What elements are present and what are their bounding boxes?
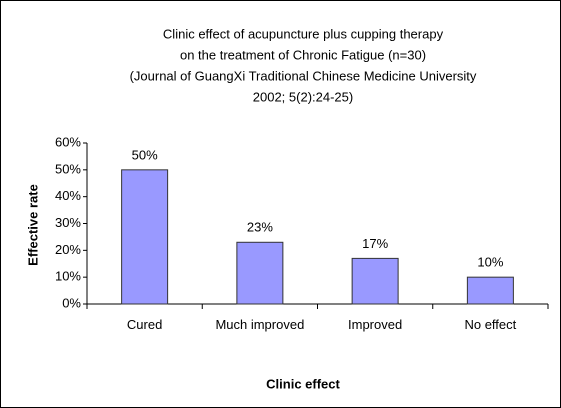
bar bbox=[121, 169, 169, 305]
bar bbox=[351, 257, 399, 305]
bar bbox=[466, 276, 514, 305]
y-tick-label: 0% bbox=[62, 295, 81, 310]
x-axis-label: Clinic effect bbox=[266, 376, 340, 391]
x-tick-label: No effect bbox=[464, 317, 517, 332]
data-label: 17% bbox=[362, 236, 388, 251]
chart-title: 2002; 5(2):24-25) bbox=[253, 89, 353, 104]
chart-title: (Journal of GuangXi Traditional Chinese … bbox=[130, 68, 477, 83]
x-tick-label: Improved bbox=[348, 317, 403, 332]
y-axis-label: Effective rate bbox=[25, 184, 40, 266]
x-tick-label: Cured bbox=[126, 317, 163, 332]
y-tick-label: 60% bbox=[55, 134, 81, 149]
data-label: 50% bbox=[132, 147, 158, 162]
data-label: 23% bbox=[247, 220, 273, 235]
chart-title: on the treatment of Chronic Fatigue (n=3… bbox=[180, 47, 426, 62]
y-tick-label: 20% bbox=[55, 242, 81, 257]
y-tick-label: 10% bbox=[55, 269, 81, 284]
bar bbox=[236, 241, 284, 305]
y-tick-label: 40% bbox=[55, 188, 81, 203]
chart-title: Clinic effect of acupuncture plus cuppin… bbox=[163, 26, 444, 41]
y-tick-label: 50% bbox=[55, 161, 81, 176]
x-tick-label: Much improved bbox=[215, 317, 305, 332]
y-tick-label: 30% bbox=[55, 215, 81, 230]
data-label: 10% bbox=[477, 255, 503, 270]
